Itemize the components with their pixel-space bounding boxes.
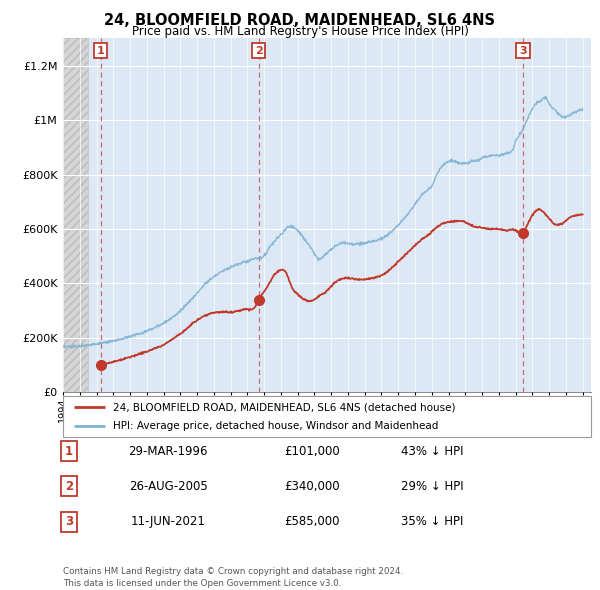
Text: 43% ↓ HPI: 43% ↓ HPI — [401, 444, 463, 458]
Text: 29-MAR-1996: 29-MAR-1996 — [128, 444, 208, 458]
Bar — [63, 38, 88, 392]
Text: 3: 3 — [65, 515, 73, 529]
Text: £585,000: £585,000 — [284, 515, 340, 529]
Bar — [63, 38, 88, 392]
Text: 24, BLOOMFIELD ROAD, MAIDENHEAD, SL6 4NS (detached house): 24, BLOOMFIELD ROAD, MAIDENHEAD, SL6 4NS… — [113, 402, 455, 412]
Text: 11-JUN-2021: 11-JUN-2021 — [131, 515, 205, 529]
Text: 2: 2 — [255, 45, 262, 55]
Text: 29% ↓ HPI: 29% ↓ HPI — [401, 480, 463, 493]
Text: Contains HM Land Registry data © Crown copyright and database right 2024.
This d: Contains HM Land Registry data © Crown c… — [63, 567, 403, 588]
Text: £101,000: £101,000 — [284, 444, 340, 458]
Text: HPI: Average price, detached house, Windsor and Maidenhead: HPI: Average price, detached house, Wind… — [113, 421, 439, 431]
Text: 1: 1 — [65, 444, 73, 458]
Text: £340,000: £340,000 — [284, 480, 340, 493]
Text: 35% ↓ HPI: 35% ↓ HPI — [401, 515, 463, 529]
FancyBboxPatch shape — [63, 396, 591, 437]
Text: 26-AUG-2005: 26-AUG-2005 — [128, 480, 208, 493]
Text: Price paid vs. HM Land Registry's House Price Index (HPI): Price paid vs. HM Land Registry's House … — [131, 25, 469, 38]
Text: 1: 1 — [97, 45, 104, 55]
Text: 24, BLOOMFIELD ROAD, MAIDENHEAD, SL6 4NS: 24, BLOOMFIELD ROAD, MAIDENHEAD, SL6 4NS — [104, 13, 496, 28]
Text: 3: 3 — [519, 45, 527, 55]
Text: 2: 2 — [65, 480, 73, 493]
